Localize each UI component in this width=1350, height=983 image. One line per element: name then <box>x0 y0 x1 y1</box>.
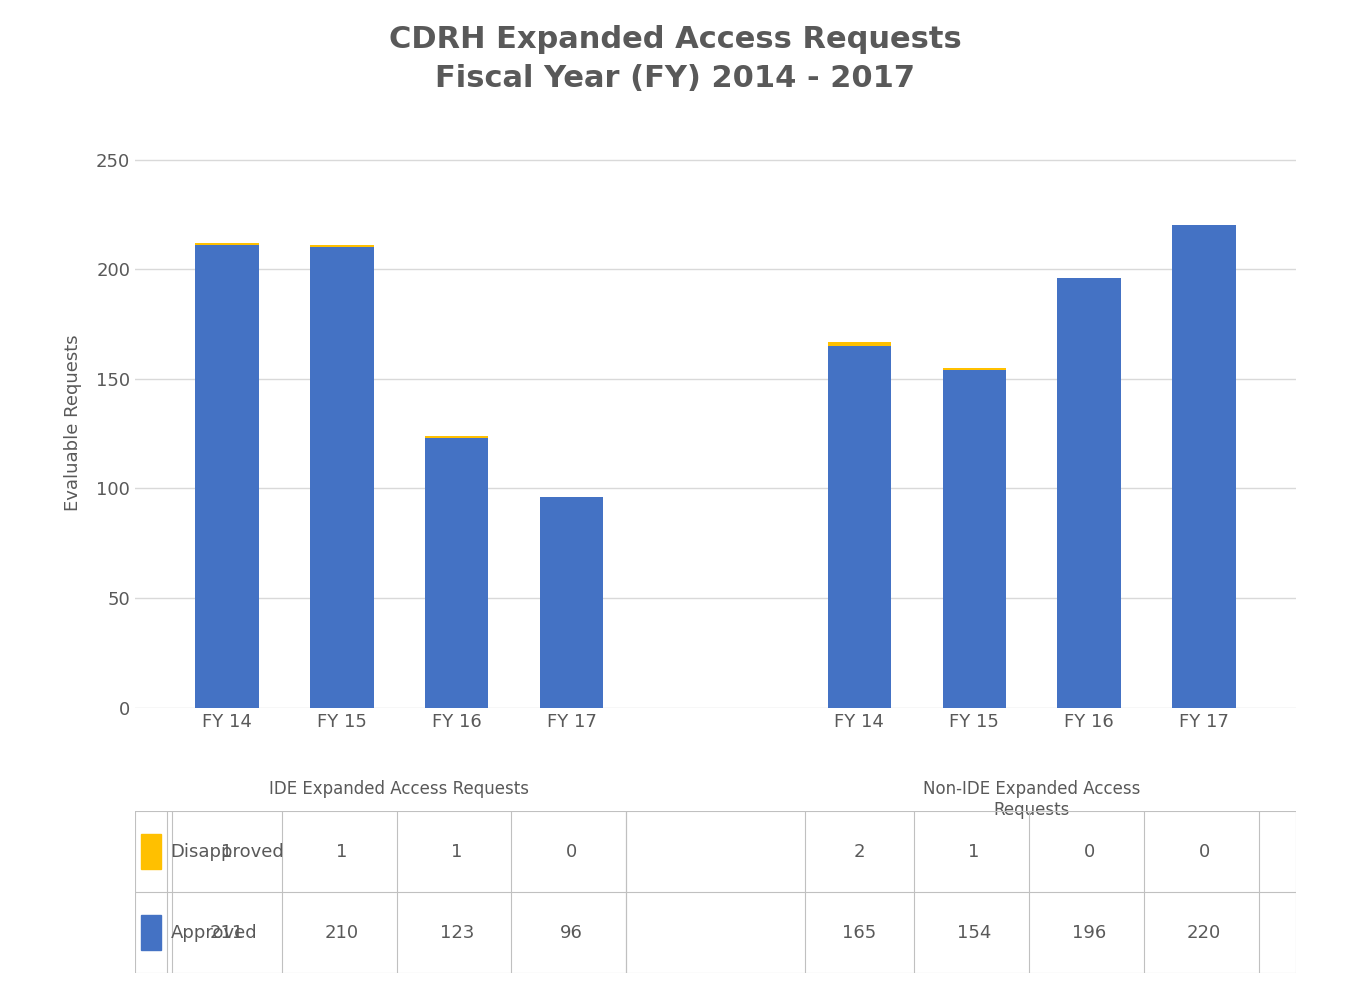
Text: 211: 211 <box>209 924 244 942</box>
Text: Disapproved: Disapproved <box>170 842 285 860</box>
Text: Approved: Approved <box>170 924 258 942</box>
Bar <box>425 438 489 708</box>
Bar <box>196 243 259 245</box>
Bar <box>140 915 162 951</box>
Text: Fiscal Year (FY) 2014 - 2017: Fiscal Year (FY) 2014 - 2017 <box>435 64 915 93</box>
Text: 1: 1 <box>336 842 347 860</box>
Bar <box>1057 278 1120 708</box>
Bar <box>140 834 162 869</box>
Bar <box>540 497 603 708</box>
Bar <box>828 346 891 708</box>
Text: 1: 1 <box>451 842 463 860</box>
Text: 0: 0 <box>1199 842 1210 860</box>
Text: 165: 165 <box>842 924 876 942</box>
Bar <box>425 435 489 438</box>
Text: 220: 220 <box>1187 924 1222 942</box>
Bar <box>1172 225 1235 708</box>
Bar <box>828 341 891 346</box>
Bar <box>942 368 1006 370</box>
Text: 154: 154 <box>957 924 991 942</box>
Text: 96: 96 <box>560 924 583 942</box>
Text: 1: 1 <box>221 842 232 860</box>
Y-axis label: Evaluable Requests: Evaluable Requests <box>63 334 82 511</box>
Bar <box>942 370 1006 708</box>
Text: 210: 210 <box>325 924 359 942</box>
Text: 2: 2 <box>853 842 865 860</box>
Text: 0: 0 <box>566 842 578 860</box>
Text: IDE Expanded Access Requests: IDE Expanded Access Requests <box>270 780 529 798</box>
Text: 1: 1 <box>968 842 980 860</box>
Text: CDRH Expanded Access Requests: CDRH Expanded Access Requests <box>389 25 961 54</box>
Bar <box>196 245 259 708</box>
Text: 196: 196 <box>1072 924 1106 942</box>
Bar <box>310 245 374 248</box>
Text: Non-IDE Expanded Access
Requests: Non-IDE Expanded Access Requests <box>923 780 1141 819</box>
Text: 0: 0 <box>1084 842 1095 860</box>
Bar <box>310 248 374 708</box>
Text: 123: 123 <box>440 924 474 942</box>
